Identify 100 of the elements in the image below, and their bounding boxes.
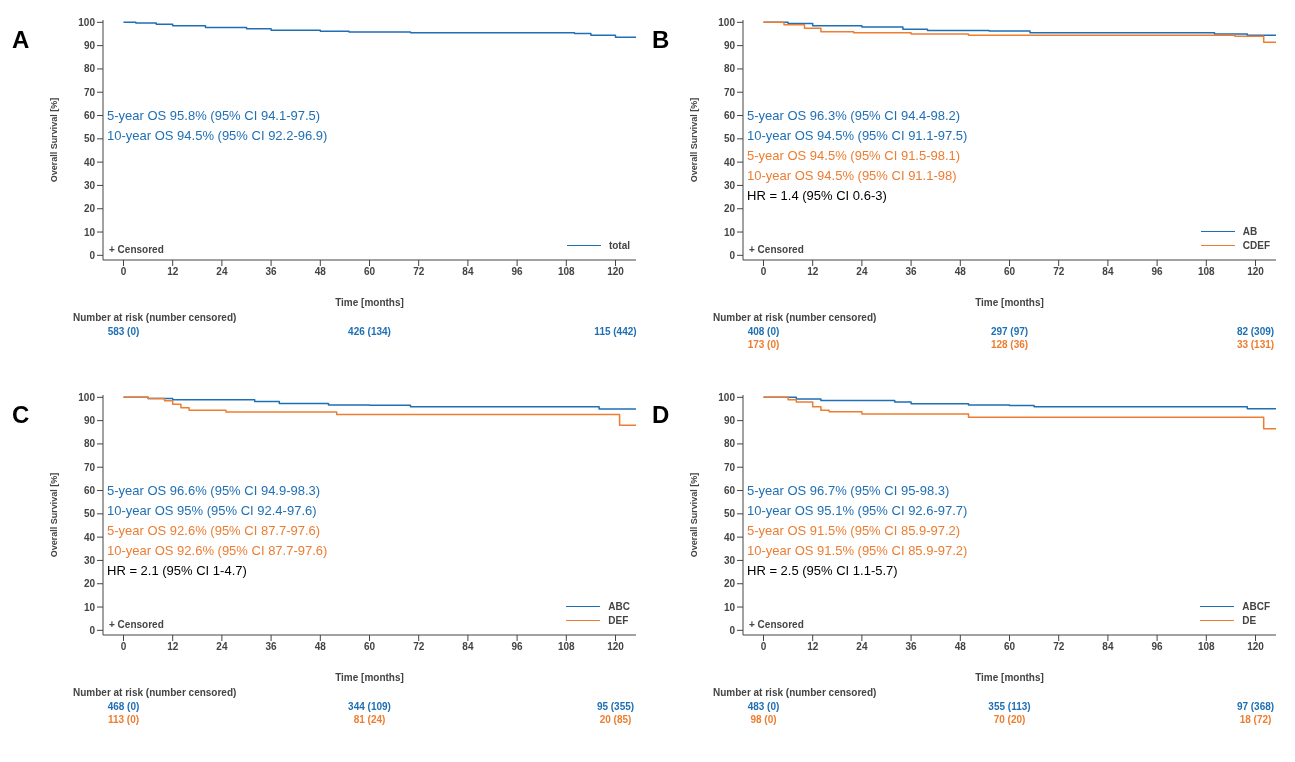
- annotation: 10-year OS 94.5% (95% CI 92.2-96.9): [107, 127, 328, 146]
- annotation: HR = 2.5 (95% CI 1.1-5.7): [747, 562, 899, 581]
- y-axis-title: Overall Survival [%]: [689, 97, 700, 183]
- x-tick-label: 60: [1003, 266, 1016, 278]
- annotation: HR = 2.1 (95% CI 1-4.7): [107, 562, 248, 581]
- text: Number at risk (number censored): [73, 687, 237, 698]
- x-tick-label: 48: [314, 641, 327, 653]
- text: Number at risk (number censored): [73, 312, 237, 323]
- y-tick-label: 10: [723, 226, 736, 238]
- y-tick-label: 40: [723, 156, 736, 168]
- y-tick-label: 100: [78, 16, 96, 28]
- text: 408 (0): [747, 326, 780, 337]
- y-tick-label: 90: [83, 415, 96, 427]
- legend-label: ABC: [607, 599, 630, 613]
- chart-title: A: [12, 26, 30, 54]
- text: 173 (0): [747, 339, 780, 350]
- x-tick-label: 96: [1151, 641, 1164, 653]
- legend-label: total: [607, 238, 630, 252]
- y-tick-label: 80: [83, 438, 96, 450]
- x-tick-label: 12: [167, 266, 179, 278]
- annotation: 5-year OS 91.5% (95% CI 85.9-97.2): [747, 522, 962, 541]
- x-tick-label: 12: [807, 641, 819, 653]
- x-tick-label: 36: [905, 266, 918, 278]
- y-tick-label: 100: [718, 16, 736, 28]
- y-tick-label: 100: [78, 391, 96, 403]
- x-tick-label: 0: [760, 641, 767, 653]
- annotation: 5-year OS 94.5% (95% CI 91.5-98.1): [747, 147, 962, 166]
- annotation: 5-year OS 96.7% (95% CI 95-98.3): [747, 482, 951, 501]
- x-tick-label: 96: [511, 266, 524, 278]
- text: 20 (85): [599, 714, 632, 725]
- y-tick-label: 70: [83, 86, 96, 98]
- text: 115 (442): [594, 326, 637, 337]
- x-tick-label: 84: [462, 266, 474, 278]
- x-tick-label: 60: [363, 641, 376, 653]
- x-tick-label: 96: [1151, 266, 1164, 278]
- annotation: 5-year OS 95.8% (95% CI 94.1-97.5): [107, 107, 322, 126]
- x-axis-title: Time [months]: [975, 297, 1044, 308]
- x-tick-label: 72: [1053, 641, 1065, 653]
- y-tick-label: 20: [723, 203, 736, 215]
- x-tick-label: 36: [265, 266, 278, 278]
- x-tick-label: 108: [557, 641, 576, 653]
- annotation: + Censored: [749, 619, 804, 630]
- annotation: 5-year OS 96.6% (95% CI 94.9-98.3): [107, 482, 322, 501]
- y-tick-label: 30: [83, 179, 96, 191]
- legend-label: DE: [1241, 613, 1258, 627]
- x-tick-label: 120: [1247, 266, 1265, 278]
- text: 344 (109): [348, 701, 391, 712]
- x-axis-title: Time [months]: [335, 672, 404, 683]
- y-tick-label: 70: [723, 86, 736, 98]
- annotation: 5-year OS 96.3% (95% CI 94.4-98.2): [747, 107, 962, 126]
- y-tick-label: 90: [83, 40, 96, 52]
- x-tick-label: 120: [607, 641, 625, 653]
- y-tick-label: 0: [89, 624, 96, 636]
- chart-title: C: [12, 401, 30, 429]
- x-axis-title: Time [months]: [335, 297, 404, 308]
- x-tick-label: 36: [265, 641, 278, 653]
- annotation: 10-year OS 95% (95% CI 92.4-97.6): [107, 502, 318, 521]
- legend-label: AB: [1241, 224, 1259, 238]
- x-tick-label: 48: [954, 641, 967, 653]
- y-tick-label: 50: [723, 133, 736, 145]
- y-tick-label: 60: [83, 485, 96, 497]
- y-tick-label: 50: [83, 508, 96, 520]
- y-tick-label: 60: [83, 110, 96, 122]
- x-tick-label: 48: [314, 266, 327, 278]
- y-tick-label: 80: [723, 438, 736, 450]
- x-tick-label: 48: [954, 266, 967, 278]
- text: 98 (0): [750, 714, 777, 725]
- legend-label: CDEF: [1241, 238, 1270, 252]
- y-tick-label: 50: [723, 508, 736, 520]
- annotation: 5-year OS 92.6% (95% CI 87.7-97.6): [107, 522, 322, 541]
- y-tick-label: 0: [729, 624, 736, 636]
- text: Number at risk (number censored): [713, 312, 877, 323]
- x-tick-label: 84: [462, 641, 474, 653]
- y-tick-label: 40: [83, 531, 96, 543]
- y-axis-title: Overall Survival [%]: [49, 472, 60, 558]
- x-tick-label: 24: [856, 266, 868, 278]
- x-tick-label: 72: [413, 641, 425, 653]
- y-tick-label: 0: [89, 249, 96, 261]
- x-tick-label: 108: [1197, 266, 1216, 278]
- y-tick-label: 80: [723, 63, 736, 75]
- text: 483 (0): [747, 701, 780, 712]
- text: Number at risk (number censored): [713, 687, 877, 698]
- annotation: 10-year OS 95.1% (95% CI 92.6-97.7): [747, 502, 968, 521]
- x-tick-label: 108: [1197, 641, 1216, 653]
- text: 468 (0): [107, 701, 140, 712]
- text: 18 (72): [1239, 714, 1272, 725]
- text: 297 (97): [990, 326, 1029, 337]
- y-tick-label: 70: [83, 461, 96, 473]
- annotation: HR = 1.4 (95% CI 0.6-3): [747, 187, 888, 206]
- y-tick-label: 90: [723, 415, 736, 427]
- x-tick-label: 84: [1102, 641, 1114, 653]
- chart-title: B: [652, 26, 670, 54]
- text: 95 (355): [596, 701, 635, 712]
- y-tick-label: 20: [83, 578, 96, 590]
- text: 355 (113): [988, 701, 1031, 712]
- x-tick-label: 60: [1003, 641, 1016, 653]
- legend-label: ABCF: [1241, 599, 1270, 613]
- text: 128 (36): [990, 339, 1029, 350]
- y-tick-label: 10: [83, 226, 96, 238]
- x-tick-label: 84: [1102, 266, 1114, 278]
